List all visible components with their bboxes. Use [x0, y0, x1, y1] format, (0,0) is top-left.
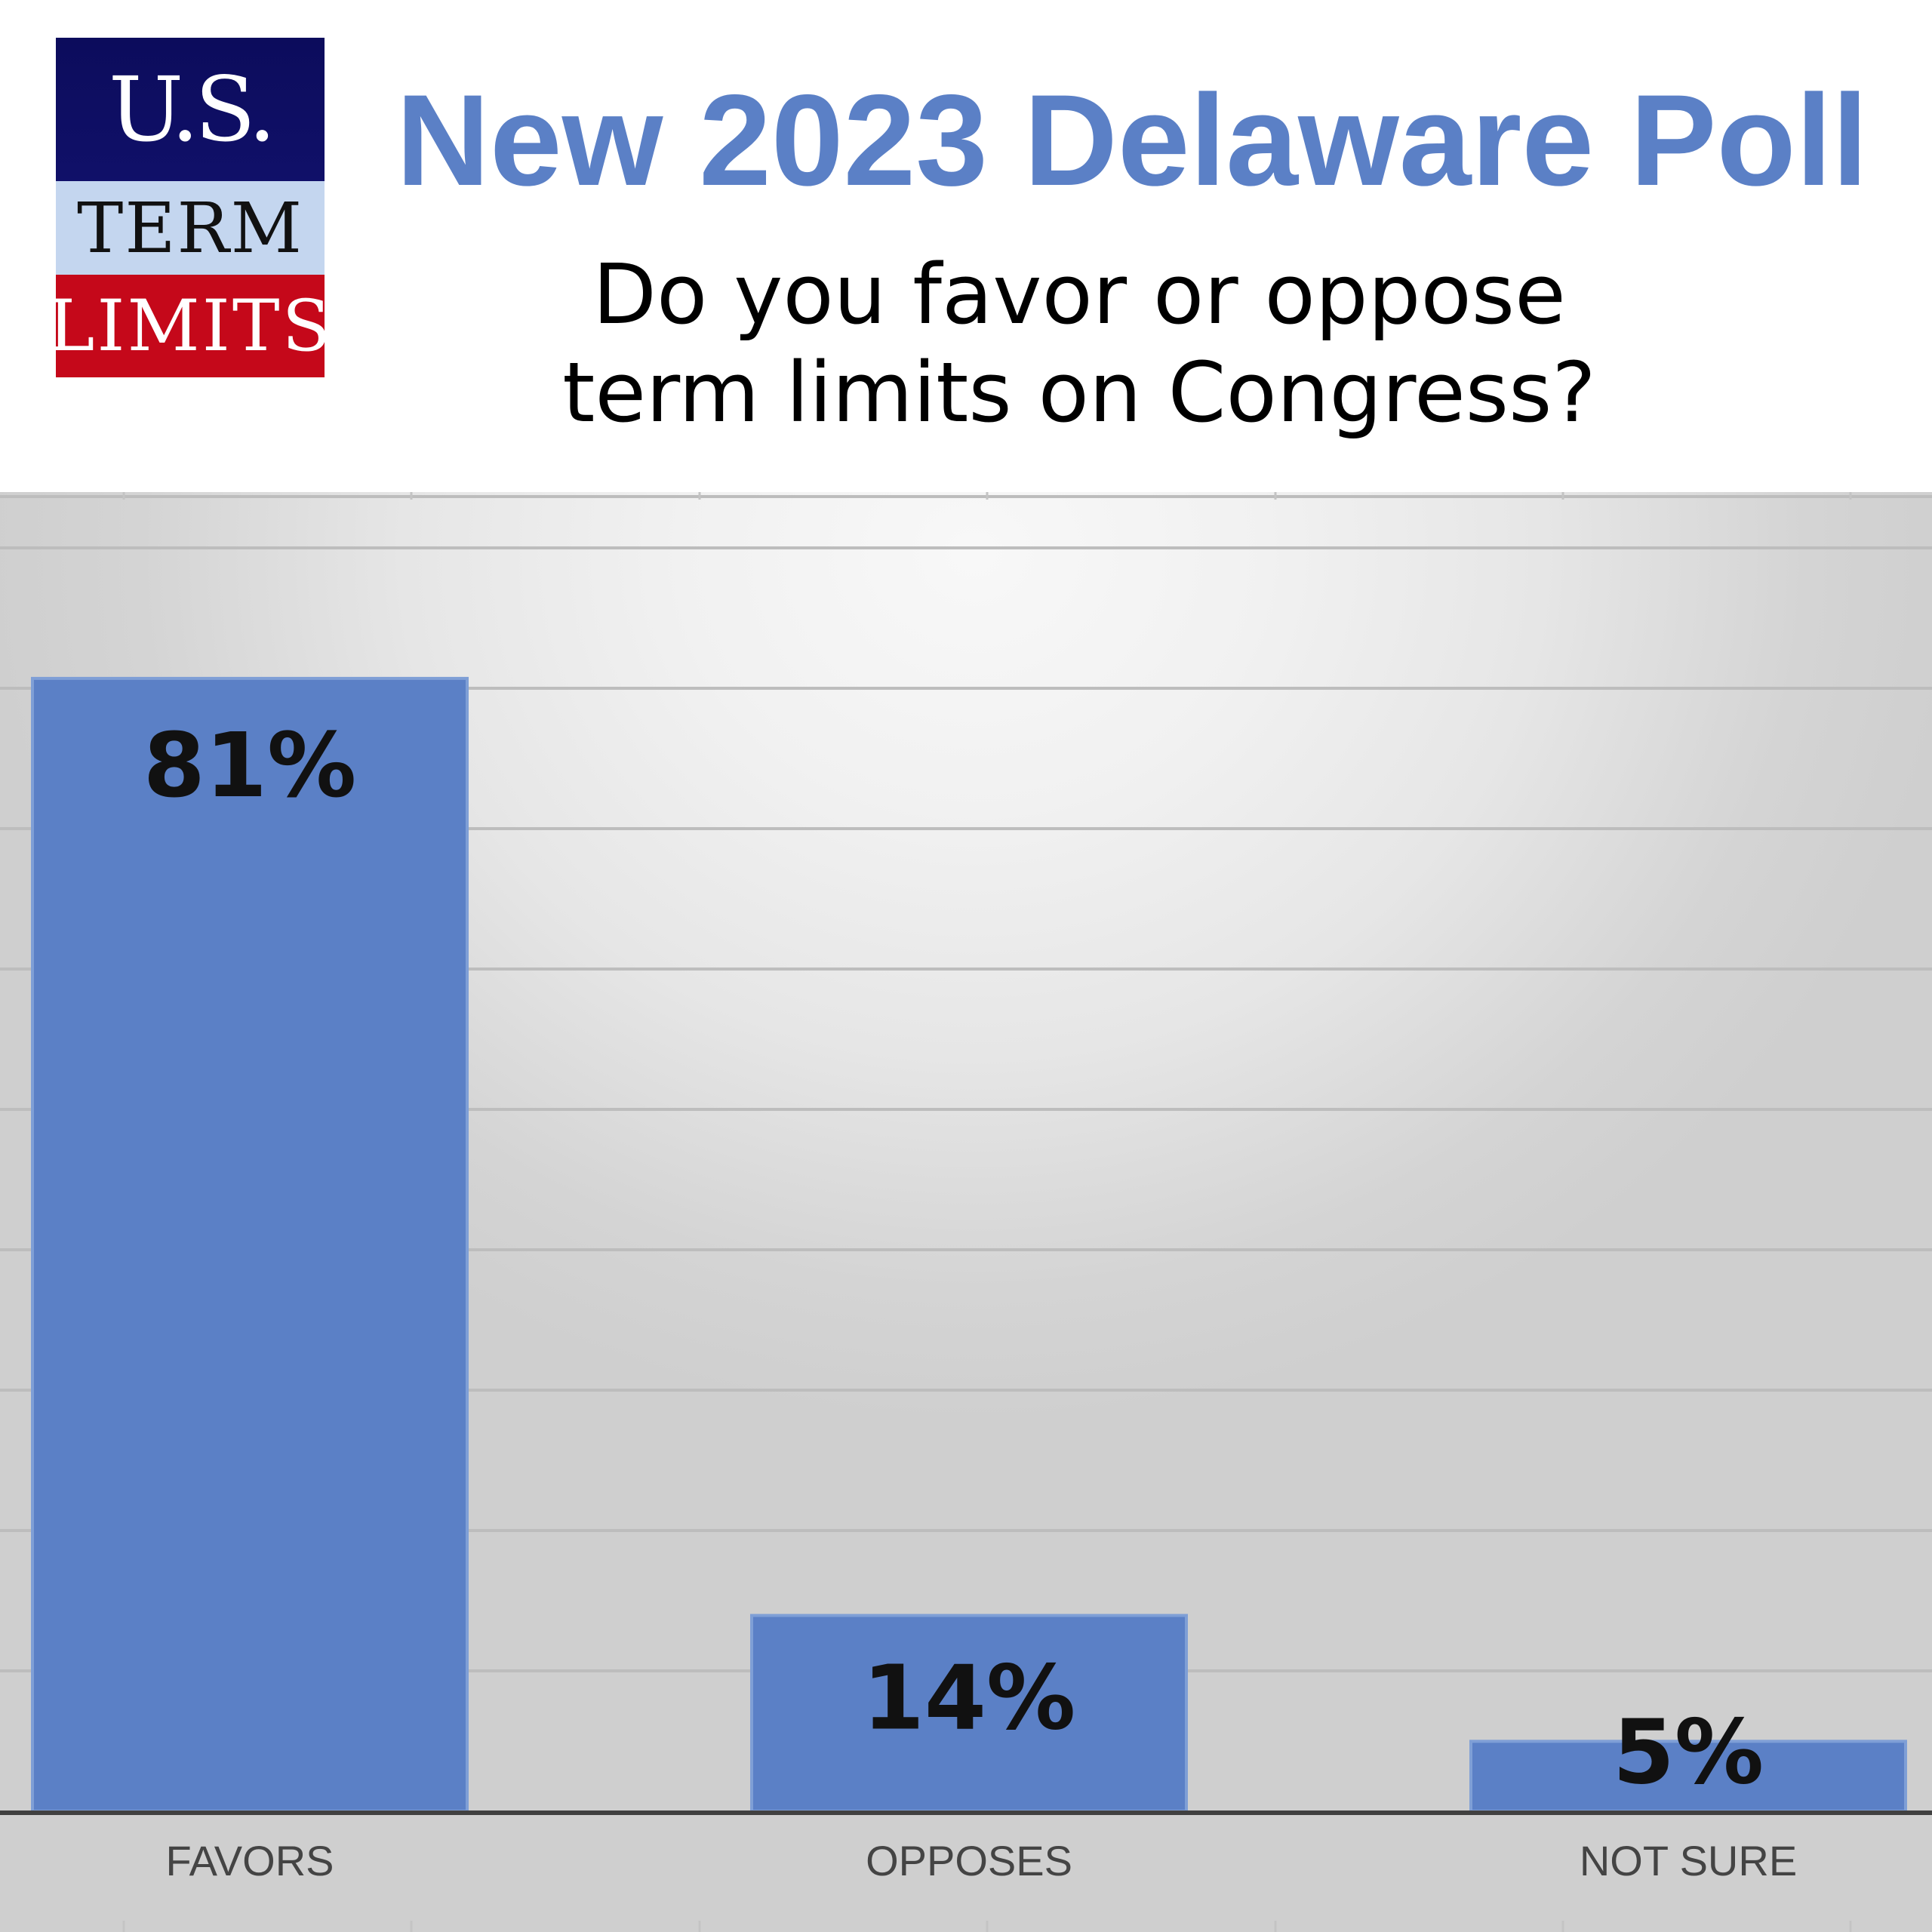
bar-favors: [31, 676, 469, 1813]
x-tick-label: NOT SURE: [1580, 1837, 1797, 1884]
value-labels: 81% 14% 5%: [143, 713, 1764, 1804]
x-tick-label: FAVORS: [165, 1837, 334, 1884]
chart-area: 81% 14% 5% FAVORS OPPOSES NOT SURE: [0, 492, 1932, 1932]
poll-question: Do you favor or oppose term limits on Co…: [562, 246, 1596, 441]
x-tick-label: OPPOSES: [866, 1837, 1072, 1884]
logo-term-band: TERM: [56, 181, 325, 275]
value-label: 14%: [863, 1646, 1075, 1750]
value-label: 81%: [143, 713, 356, 817]
us-term-limits-logo: U.S. TERM LIMITS: [48, 38, 331, 377]
bar-opposes: [750, 1614, 1188, 1814]
value-label: 5%: [1613, 1700, 1764, 1804]
page-title: New 2023 Delaware Poll: [395, 68, 1869, 213]
logo-us-band: U.S.: [56, 38, 325, 181]
bar-chart: 81% 14% 5% FAVORS OPPOSES NOT SURE: [0, 492, 1932, 1932]
x-axis: FAVORS OPPOSES NOT SURE: [0, 1810, 1932, 1884]
logo-limits-band: LIMITS: [48, 275, 331, 377]
bars: [31, 676, 1907, 1814]
bar-not-sure: [1469, 1740, 1907, 1814]
